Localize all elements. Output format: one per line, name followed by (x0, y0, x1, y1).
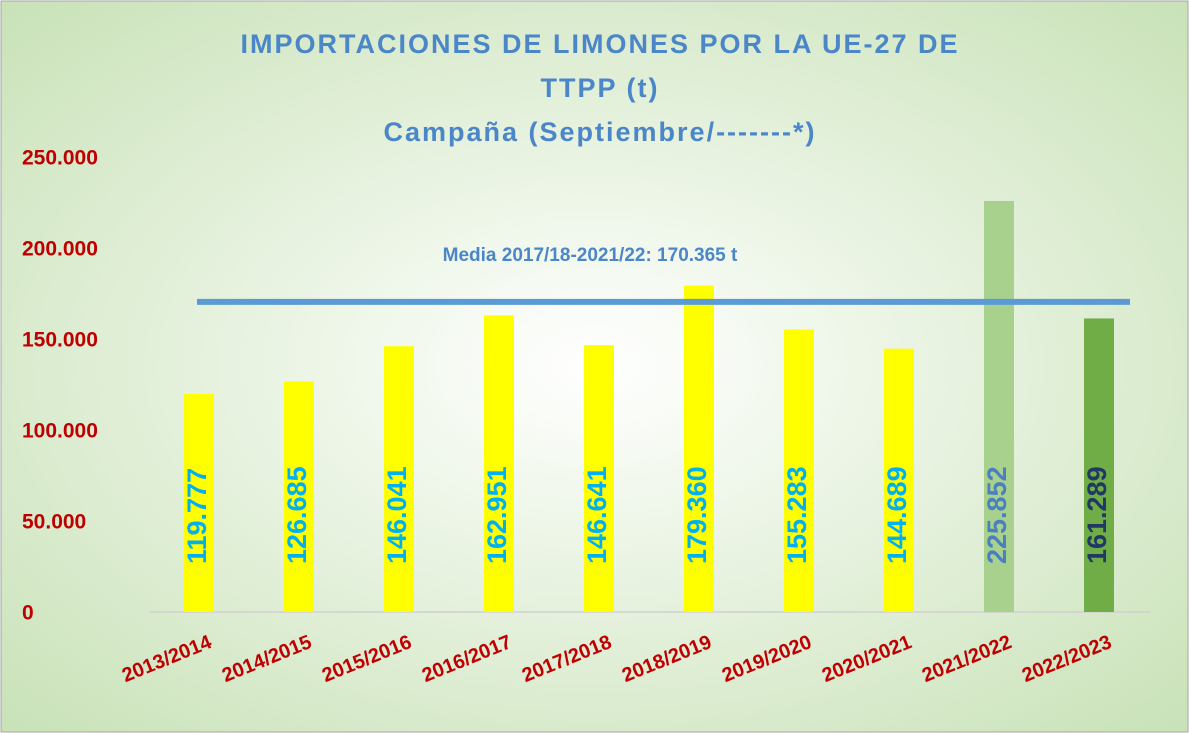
bar (984, 200, 1014, 613)
chart-title: IMPORTACIONES DE LIMONES POR LA UE-27 DE (240, 29, 959, 59)
value-label: 225.852 (982, 466, 1012, 564)
value-label: 155.283 (782, 466, 812, 564)
chart-title: TTPP (t) (541, 73, 660, 103)
value-label: 119.777 (182, 468, 212, 564)
bar (684, 285, 714, 612)
bar (884, 348, 914, 612)
value-label: 162.951 (482, 466, 512, 564)
bar (584, 345, 614, 612)
value-label: 144.689 (882, 466, 912, 564)
value-label: 146.641 (582, 466, 612, 564)
bar (184, 394, 214, 612)
y-tick-label: 0 (22, 602, 34, 625)
bar (1084, 318, 1114, 612)
y-tick-label: 150.000 (22, 329, 98, 352)
y-tick-label: 100.000 (22, 420, 98, 443)
value-label: 146.041 (382, 466, 412, 564)
value-label: 179.360 (682, 466, 712, 564)
bar (284, 381, 314, 612)
value-label: 126.685 (282, 466, 312, 564)
y-tick-label: 50.000 (22, 511, 86, 534)
bar (784, 329, 814, 612)
y-tick-label: 250.000 (22, 147, 98, 170)
bar (384, 346, 414, 612)
bar (484, 315, 514, 612)
chart-subtitle: Campaña (Septiembre/-------*) (383, 117, 816, 147)
y-tick-label: 200.000 (22, 238, 98, 261)
reference-label: Media 2017/18-2021/22: 170.365 t (443, 245, 738, 266)
value-label: 161.289 (1082, 466, 1112, 564)
